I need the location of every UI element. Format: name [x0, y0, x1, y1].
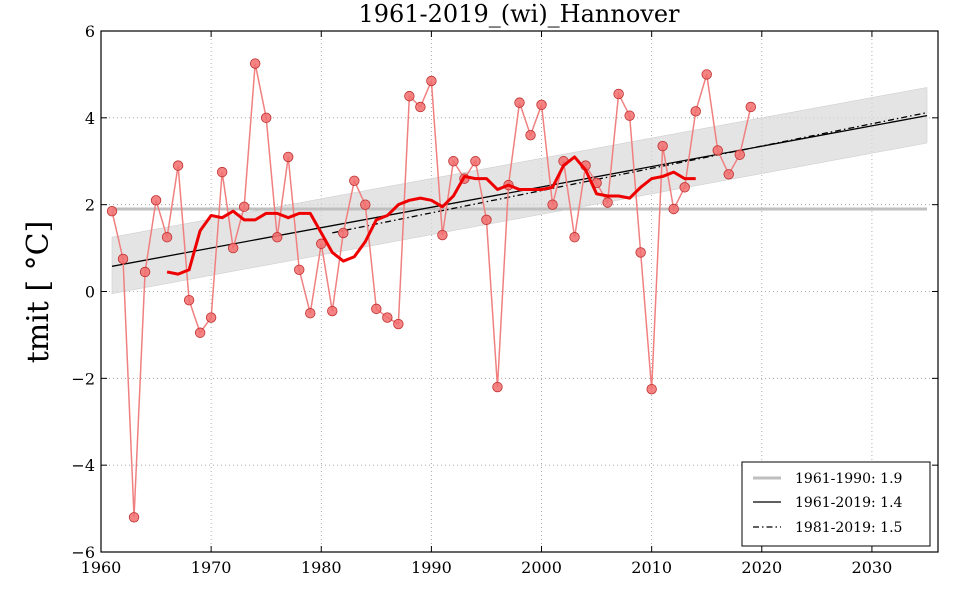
annual-point-1986 [382, 312, 393, 323]
annual-point-2010 [646, 383, 657, 395]
legend-label-trend-recent: 1981-2019: 1.5 [795, 520, 902, 536]
x-tick-label-1990: 1990 [411, 558, 452, 577]
annual-point-2000 [536, 99, 547, 111]
annual-point-1961 [106, 205, 118, 217]
annual-point-1990 [426, 75, 437, 87]
annual-point-2013 [679, 182, 690, 193]
y-tick-label-1: −4 [71, 456, 95, 475]
x-tick-label-2020: 2020 [741, 558, 782, 577]
running-mean-series [166, 155, 696, 276]
x-tick-label-1980: 1980 [301, 558, 342, 577]
annual-point-2001 [547, 199, 558, 210]
running-mean-line [166, 155, 696, 276]
annual-series [106, 58, 756, 523]
annual-point-2011 [657, 140, 668, 152]
annual-point-1989 [415, 101, 426, 113]
annual-point-2018 [734, 149, 745, 160]
annual-point-2012 [668, 203, 679, 215]
annual-point-1981 [327, 305, 338, 317]
annual-point-2006 [602, 197, 613, 208]
annual-point-1971 [216, 166, 228, 178]
annual-point-1982 [338, 227, 349, 239]
annual-point-1967 [172, 160, 184, 171]
annual-point-1977 [283, 151, 294, 163]
legend-box [741, 461, 931, 547]
annual-point-1979 [305, 308, 316, 319]
annual-point-1973 [238, 201, 250, 213]
annual-point-2007 [613, 88, 624, 100]
annual-point-1970 [205, 312, 217, 323]
annual-point-1975 [260, 112, 272, 124]
annual-point-1983 [349, 175, 360, 186]
annual-point-1998 [514, 97, 525, 108]
y-axis-label: tmit [ °C] [21, 221, 56, 364]
annual-point-1978 [294, 264, 305, 275]
y-tick-label-3: 0 [85, 283, 95, 302]
annual-point-1966 [161, 232, 173, 243]
trend-line-1961-2019 [111, 115, 928, 267]
annual-point-1988 [404, 90, 415, 102]
x-tick-label-2030: 2030 [852, 558, 893, 577]
annual-point-1985 [371, 303, 382, 315]
annual-point-2014 [690, 106, 701, 117]
y-axis-ticks: −6 −4 −2 0 2 4 6 [71, 22, 938, 562]
legend: 1961-1990: 1.9 1961-2019: 1.4 1981-2019:… [741, 461, 931, 547]
x-axis-ticks: 1960 1970 1980 1990 2000 2010 2020 2030 [81, 31, 893, 577]
x-tick-label-1970: 1970 [191, 558, 232, 577]
legend-label-trend-full: 1961-2019: 1.4 [795, 495, 903, 511]
annual-point-1992 [448, 156, 459, 167]
annual-point-1962 [117, 253, 129, 265]
annual-point-1976 [272, 232, 283, 243]
annual-point-2019 [745, 101, 756, 113]
legend-label-reference: 1961-1990: 1.9 [795, 471, 902, 487]
annual-point-2017 [723, 169, 734, 180]
annual-point-2016 [712, 145, 723, 156]
x-tick-label-1960: 1960 [81, 558, 122, 577]
annual-point-1968 [183, 294, 195, 306]
annual-point-1965 [150, 195, 162, 206]
annual-point-1972 [227, 242, 239, 254]
x-tick-label-2000: 2000 [521, 558, 562, 577]
annual-point-2009 [635, 247, 646, 258]
annual-point-1974 [249, 58, 261, 69]
annual-point-1999 [525, 129, 536, 141]
annual-point-1969 [194, 327, 206, 338]
annual-point-1995 [481, 214, 492, 226]
x-tick-label-2010: 2010 [631, 558, 672, 577]
annual-point-1991 [437, 229, 448, 241]
annual-point-2015 [701, 69, 712, 80]
annual-point-1984 [360, 199, 371, 210]
annual-point-1963 [128, 512, 140, 523]
y-tick-label-0: −6 [71, 543, 95, 562]
annual-point-1994 [470, 156, 481, 167]
annual-point-2008 [624, 110, 635, 121]
annual-point-1996 [492, 381, 503, 393]
y-tick-label-4: 2 [85, 196, 95, 215]
trend-lines [111, 111, 928, 267]
annual-point-2003 [569, 232, 580, 243]
y-tick-label-5: 4 [85, 109, 95, 128]
y-tick-label-2: −2 [71, 369, 95, 388]
chart-title: 1961-2019_(wi)_Hannover [358, 0, 680, 28]
y-tick-label-6: 6 [85, 22, 95, 41]
annual-point-1987 [393, 318, 404, 330]
annual-point-1964 [139, 266, 151, 278]
